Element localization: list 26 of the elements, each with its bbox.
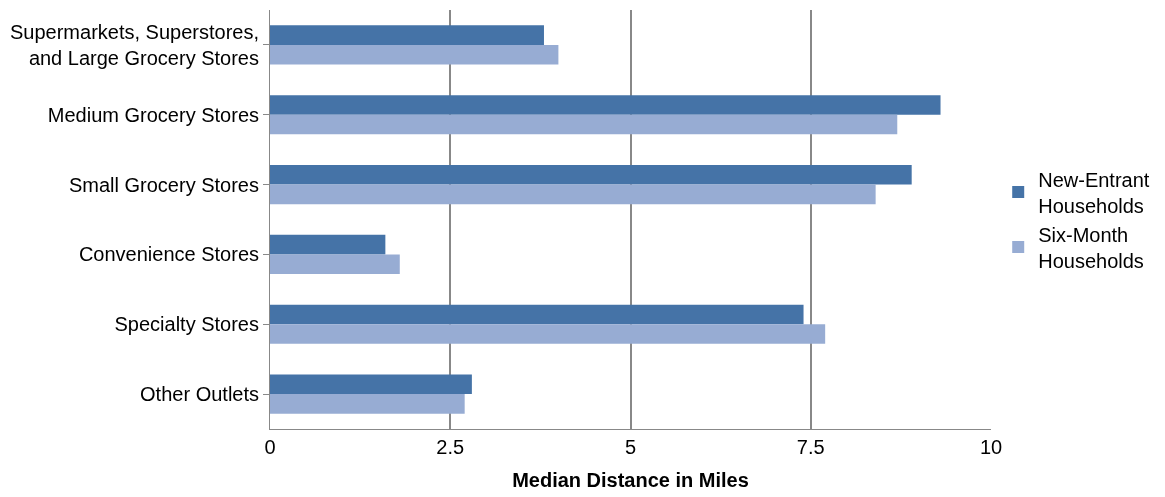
x-tick-label: 0: [264, 436, 276, 458]
bar: [270, 95, 941, 115]
bar: [270, 184, 876, 205]
bar: [270, 304, 804, 325]
y-tick-label: Specialty Stores: [114, 313, 259, 336]
y-tick-label: Convenience Stores: [78, 243, 259, 266]
x-tick-label: 7.5: [796, 436, 825, 458]
y-tick-label: Supermarkets, Superstores, and Large Grocery Stores: [10, 20, 259, 69]
legend-label: Six-Month Households: [1038, 223, 1144, 272]
bar: [270, 44, 559, 65]
bar: [270, 254, 400, 274]
x-tick-label: 10: [979, 436, 1003, 458]
y-tick-label: Medium Grocery Stores: [47, 103, 259, 126]
bar: [270, 394, 465, 414]
bar: [270, 165, 912, 185]
x-axis-title: Median Distance in Miles: [512, 468, 749, 491]
bar: [270, 234, 386, 255]
bar: [270, 114, 898, 135]
bar: [270, 374, 472, 395]
x-tick-label: 5: [624, 436, 637, 458]
legend-label: New-Entrant Households: [1038, 168, 1150, 217]
bar: [270, 324, 826, 344]
x-tick-label: 2.5: [436, 436, 465, 458]
y-tick-label: Small Grocery Stores: [68, 173, 259, 196]
y-tick-label: Other Outlets: [140, 383, 259, 406]
bar: [270, 25, 544, 45]
